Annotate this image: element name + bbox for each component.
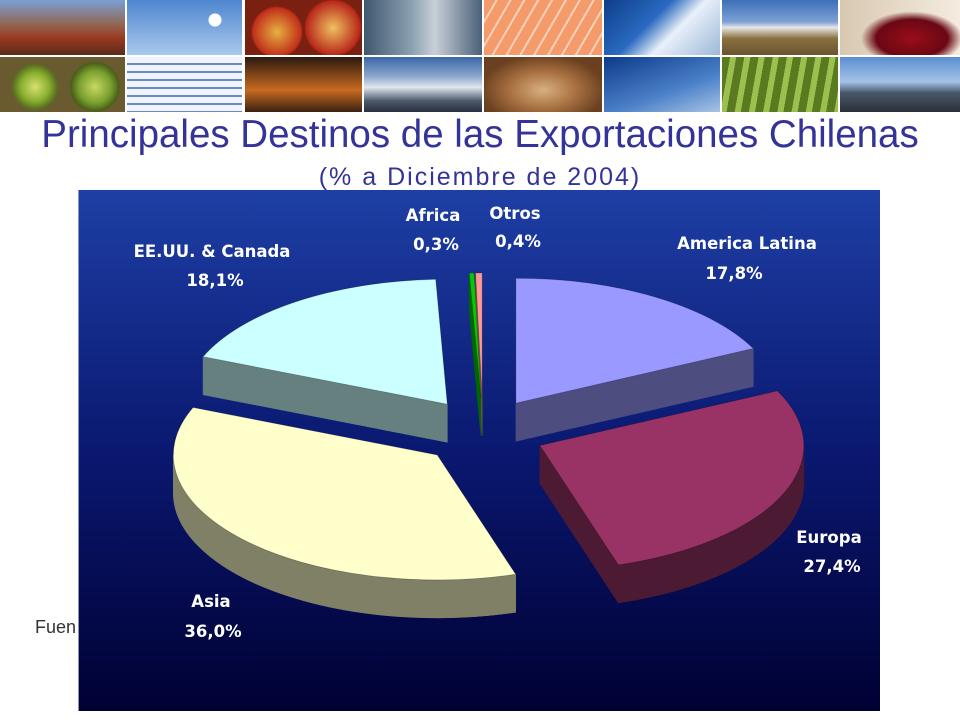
banner-photo bbox=[364, 0, 482, 55]
banner-photo bbox=[245, 0, 362, 55]
banner-photo bbox=[604, 0, 720, 55]
pie-slice-africa bbox=[468, 272, 482, 399]
pie-slice-europa bbox=[539, 390, 805, 566]
banner-photo bbox=[0, 57, 125, 112]
pie-slice-america-latina bbox=[515, 277, 755, 404]
pie-slice-asia bbox=[172, 407, 517, 581]
slice-label-category: America Latina bbox=[677, 234, 817, 253]
slice-label-value: 17,8% bbox=[705, 264, 763, 283]
slice-label-category: EE.UU. & Canada bbox=[134, 242, 291, 261]
pie-slice-cut-face-america-latina bbox=[515, 348, 754, 442]
page-subtitle: (% a Diciembre de 2004) bbox=[318, 163, 642, 191]
slice-label-category: Otros bbox=[489, 204, 540, 223]
photo-banner bbox=[0, 0, 960, 112]
pie-slice-otros bbox=[475, 272, 483, 399]
pie-chart: America Latina 17,8% Europa 27,4% Asia 36,0% E… bbox=[134, 204, 862, 641]
banner-photo bbox=[484, 57, 602, 112]
slice-label-value: 18,1% bbox=[186, 271, 244, 290]
chart-panel: America Latina 17,8% Europa 27,4% Asia 36,0% E… bbox=[78, 190, 880, 711]
slice-label-value: 27,4% bbox=[803, 557, 861, 576]
banner-photo bbox=[722, 57, 838, 112]
banner-photo bbox=[840, 57, 960, 112]
banner-photo bbox=[484, 0, 602, 55]
banner-photo bbox=[127, 57, 242, 112]
banner-photo bbox=[840, 0, 960, 55]
banner-photo bbox=[604, 57, 720, 112]
slice-label-category: Africa bbox=[406, 206, 461, 225]
banner-photo bbox=[364, 57, 482, 112]
banner-photo bbox=[0, 0, 125, 55]
pie-slice-ee-uu-canada bbox=[202, 278, 448, 405]
banner-photo bbox=[722, 0, 838, 55]
page-title: Principales Destinos de las Exportacione… bbox=[41, 113, 919, 156]
pie-slice-cut-face-ee-uu-canada bbox=[202, 356, 448, 443]
slice-label-category: Asia bbox=[191, 592, 230, 611]
slice-label-value: 0,3% bbox=[413, 235, 459, 254]
slice-label-category: Europa bbox=[796, 528, 861, 547]
source-note: Fuen bbox=[35, 617, 77, 637]
banner-photo bbox=[245, 57, 362, 112]
banner-photo bbox=[127, 0, 242, 55]
slice-label-value: 36,0% bbox=[184, 622, 242, 641]
slice-label-value: 0,4% bbox=[495, 232, 541, 251]
